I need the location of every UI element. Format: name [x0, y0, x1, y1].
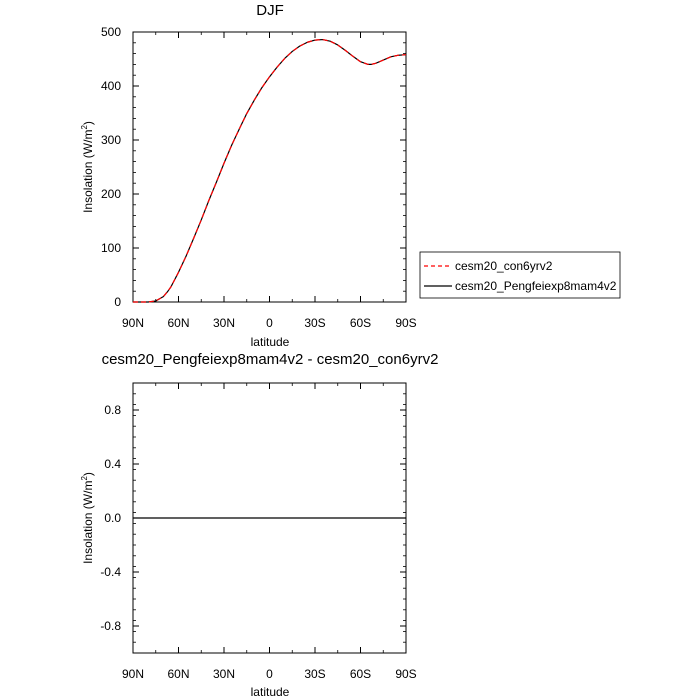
x-tick-label: 60S	[350, 316, 371, 330]
series-line-cesm20-pengfeiexp8mam4v2	[133, 38, 407, 303]
y-tick-label: 100	[101, 241, 121, 255]
series-lines	[133, 38, 407, 303]
y-tick-label: 0	[114, 295, 121, 309]
x-tick-label: 30S	[304, 667, 325, 681]
series-line-cesm20-con6yrv2	[133, 38, 407, 303]
y-tick-label: 400	[101, 79, 121, 93]
x-tick-label: 0	[266, 667, 273, 681]
x-tick-label: 90S	[395, 316, 416, 330]
legend: cesm20_con6yrv2 cesm20_Pengfeiexp8mam4v2	[419, 251, 621, 299]
y-tick-label: 0.8	[104, 403, 121, 417]
y-tick-label: 300	[101, 133, 121, 147]
y-axis-label-sup: 2	[80, 476, 89, 481]
x-tick-label: 60S	[350, 667, 371, 681]
axis-ticks	[132, 382, 407, 654]
y-tick-label: -0.8	[100, 619, 121, 633]
x-tick-label: 0	[266, 316, 273, 330]
y-axis-label-sup: 2	[80, 125, 89, 130]
y-tick-labels: 0 100 200 300 400 500	[101, 25, 121, 309]
x-tick-labels: 90N 60N 30N 0 30S 60S 90S	[122, 667, 417, 681]
legend-box	[419, 251, 621, 299]
y-axis-label: Insolation (W/m2)	[80, 121, 95, 213]
difference-chart-title: cesm20_Pengfeiexp8mam4v2 - cesm20_con6yr…	[102, 351, 439, 368]
y-tick-label: 500	[101, 25, 121, 39]
x-axis-label: latitude	[251, 685, 290, 699]
x-tick-label: 60N	[167, 667, 189, 681]
y-tick-label: 0.0	[104, 511, 121, 525]
bottom-panel: cesm20_Pengfeiexp8mam4v2 - cesm20_con6yr…	[80, 351, 438, 699]
legend-label-con6yrv2: cesm20_con6yrv2	[455, 259, 553, 273]
y-tick-label: -0.4	[100, 565, 121, 579]
y-tick-label: 0.4	[104, 457, 121, 471]
top-panel: DJF 0 100 200 300 400 500 90N 60N 30N 0 30S 60S 90S…	[80, 2, 417, 349]
x-tick-label: 90N	[122, 316, 144, 330]
x-tick-label: 90S	[395, 667, 416, 681]
x-tick-label: 60N	[167, 316, 189, 330]
x-tick-label: 30S	[304, 316, 325, 330]
chart-title: DJF	[256, 2, 284, 19]
plot-frame	[132, 31, 407, 303]
y-tick-label: 200	[101, 187, 121, 201]
x-tick-labels: 90N 60N 30N 0 30S 60S 90S	[122, 316, 417, 330]
y-axis-label: Insolation (W/m2)	[80, 472, 95, 564]
x-tick-label: 30N	[213, 667, 235, 681]
y-tick-labels: -0.8 -0.4 0.0 0.4 0.8	[100, 403, 121, 633]
legend-label-pengfeiexp8mam4v2: cesm20_Pengfeiexp8mam4v2	[455, 279, 617, 293]
x-axis-label: latitude	[251, 335, 290, 349]
x-tick-label: 90N	[122, 667, 144, 681]
axis-ticks	[132, 31, 407, 303]
x-tick-label: 30N	[213, 316, 235, 330]
